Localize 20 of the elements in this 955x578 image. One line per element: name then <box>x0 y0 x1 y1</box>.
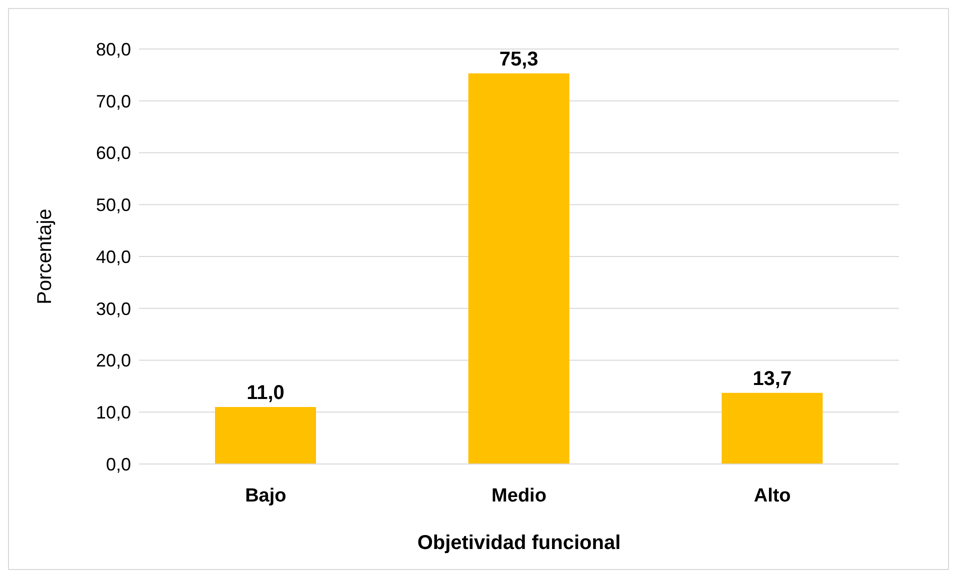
y-tick-label: 20,0 <box>96 350 131 371</box>
data-label: 11,0 <box>246 382 284 404</box>
x-tick-label: Medio <box>492 485 546 506</box>
y-tick-label: 40,0 <box>96 246 131 267</box>
x-axis-title: Objetividad funcional <box>417 532 621 554</box>
x-tick-label: Bajo <box>245 485 286 506</box>
bar <box>215 406 316 464</box>
y-tick-label: 80,0 <box>96 39 131 60</box>
y-axis-title: Porcentaje <box>34 208 56 304</box>
data-label: 75,3 <box>499 48 538 70</box>
y-tick-label: 50,0 <box>96 195 131 216</box>
bar <box>468 73 570 464</box>
data-label: 13,7 <box>752 368 792 390</box>
bar <box>722 392 823 464</box>
y-tick-label: 70,0 <box>96 91 131 112</box>
y-tick-label: 30,0 <box>96 298 131 319</box>
y-tick-label: 0,0 <box>106 454 131 474</box>
y-tick-label: 10,0 <box>96 402 131 423</box>
x-tick-label: Alto <box>754 485 791 506</box>
y-tick-label: 60,0 <box>96 143 131 164</box>
